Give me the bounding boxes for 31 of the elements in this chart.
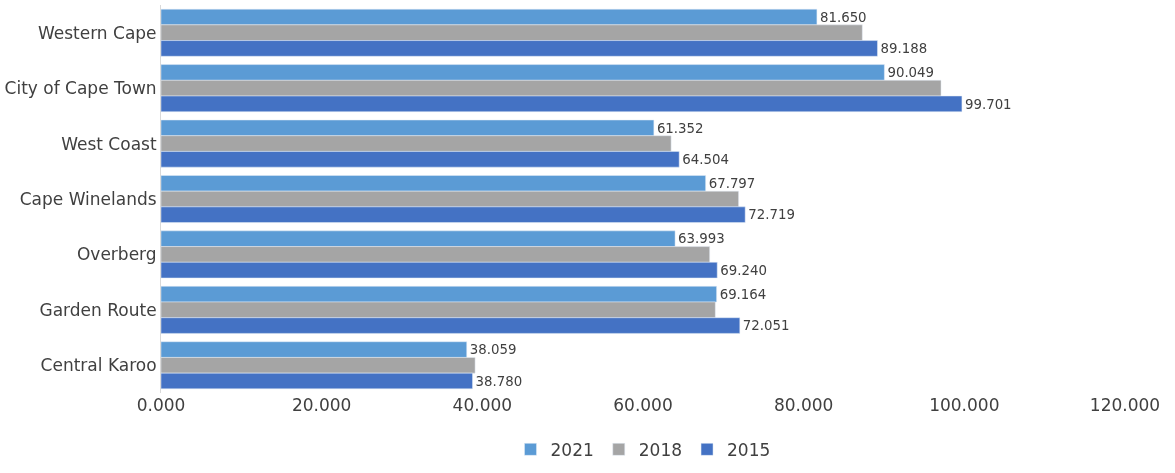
x-tick-label: 40.000 [452,395,513,415]
data-label: 81.650 [819,9,867,25]
data-label: 69.240 [720,262,767,278]
data-label: 72.719 [748,207,795,223]
legend-label: 2021 [550,439,594,460]
x-tick-label: 60.000 [613,395,673,415]
y-tick-label: Western Cape [37,22,157,43]
data-label: 61.352 [656,120,704,136]
data-label: 89.188 [880,41,928,57]
y-tick-label: West Coast [61,133,157,154]
x-tick-label: 80.000 [773,395,834,415]
data-label: 90.049 [887,65,935,81]
y-tick-label: Garden Route [39,299,157,320]
data-label: 63.993 [678,231,725,247]
data-label: 69.164 [719,286,767,302]
data-label: 38.780 [475,373,523,389]
y-tick-label: Overberg [76,244,157,265]
x-tick-label: 0.000 [136,395,186,415]
legend-label: 2015 [727,439,771,460]
x-tick-label: 20.000 [291,395,352,415]
y-tick-label: Central Karoo [40,355,157,376]
data-label: 64.504 [682,151,729,167]
y-tick-label: Cape Winelands [19,188,157,209]
data-label: 72.051 [742,318,790,334]
legend-label: 2018 [638,439,683,460]
y-tick-label: City of Cape Town [4,78,157,99]
data-label: 38.059 [469,342,517,358]
x-tick-label: 120.000 [1089,395,1161,415]
data-label: 99.701 [964,96,1012,112]
x-tick-label: 100.000 [929,395,1000,415]
data-label: 67.797 [708,176,756,192]
